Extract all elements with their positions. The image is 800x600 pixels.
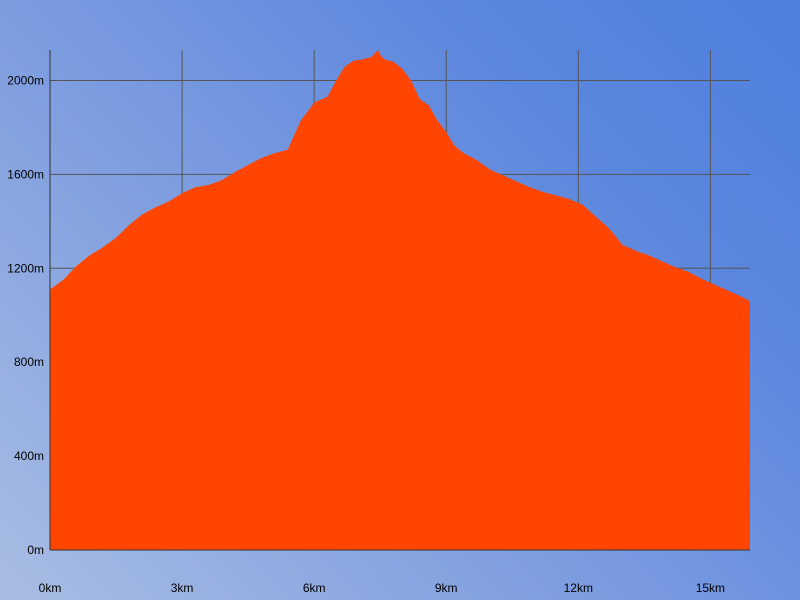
x-axis-tick-labels: 0km 3km 6km 9km 12km 15km	[39, 581, 725, 595]
y-tick-label: 800m	[14, 355, 44, 369]
y-tick-label: 2000m	[7, 74, 44, 88]
y-tick-label: 400m	[14, 449, 44, 463]
x-tick-label: 9km	[435, 581, 458, 595]
x-tick-label: 0km	[39, 581, 62, 595]
elevation-area	[50, 50, 750, 550]
x-tick-label: 3km	[171, 581, 194, 595]
y-tick-label: 1600m	[7, 167, 44, 181]
x-tick-label: 6km	[303, 581, 326, 595]
y-axis-tick-labels: 0m 400m 800m 1200m 1600m 2000m	[7, 74, 44, 557]
axes	[49, 50, 750, 551]
y-tick-label: 0m	[27, 543, 44, 557]
x-tick-label: 15km	[696, 581, 725, 595]
x-tick-label: 12km	[564, 581, 593, 595]
y-tick-label: 1200m	[7, 261, 44, 275]
